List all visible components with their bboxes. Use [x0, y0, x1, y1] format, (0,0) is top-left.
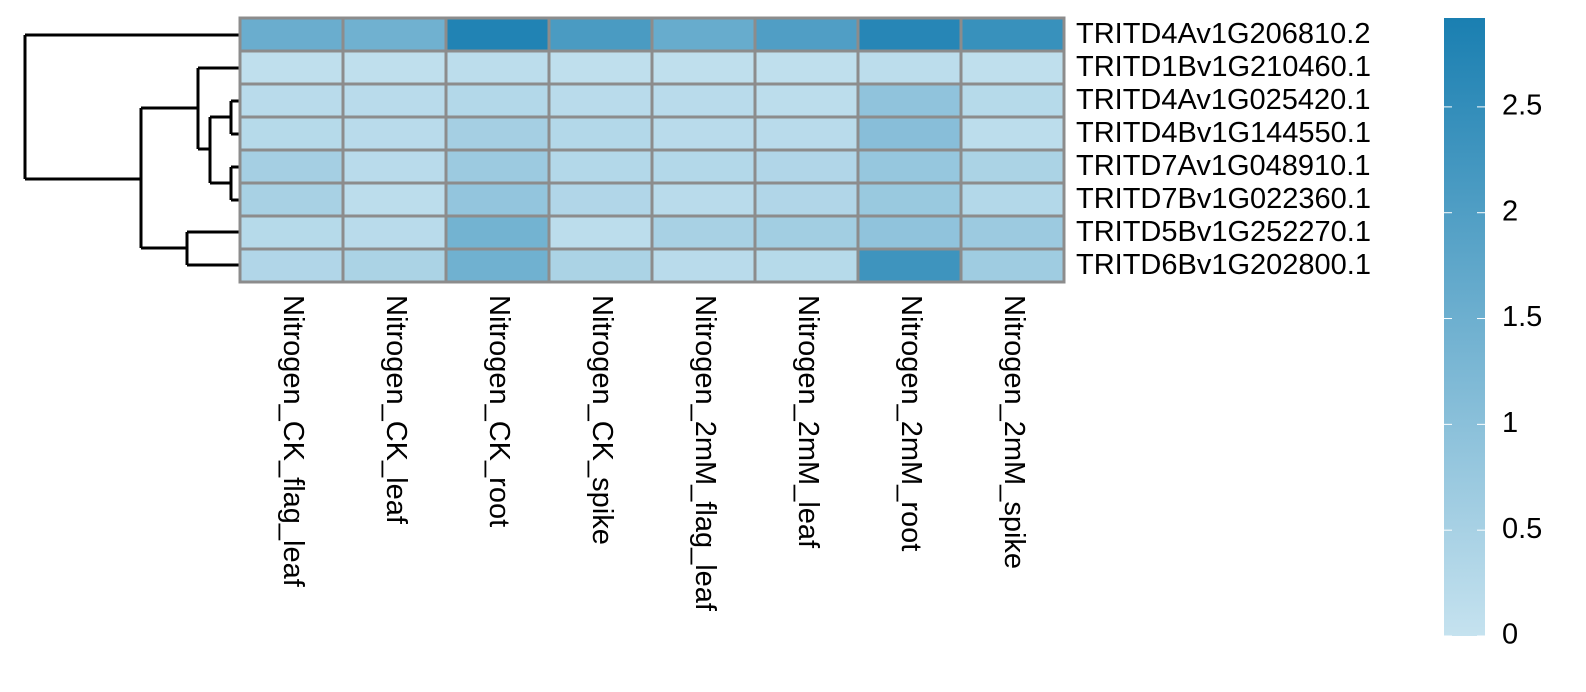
column-label: Nitrogen_CK_root — [483, 295, 515, 527]
heat-cell — [959, 82, 1066, 119]
row-label: TRITD4Bv1G144550.1 — [1076, 117, 1371, 149]
heat-cell — [959, 49, 1066, 86]
heat-cell — [959, 115, 1066, 152]
heat-cell — [547, 16, 654, 53]
heat-cell — [753, 214, 860, 251]
heat-cell — [856, 181, 963, 218]
heat-cell — [238, 247, 345, 284]
row-dendrogram — [23, 33, 240, 267]
colorbar-tick-label: 1.5 — [1502, 301, 1542, 333]
column-label: Nitrogen_CK_flag_leaf — [277, 295, 309, 588]
colorbar-tick-label: 1 — [1502, 407, 1518, 439]
heat-cell — [856, 16, 963, 53]
heat-cell — [238, 181, 345, 218]
heat-cell — [547, 82, 654, 119]
heat-cell — [753, 16, 860, 53]
heat-cell — [341, 49, 448, 86]
heat-cell — [341, 214, 448, 251]
heat-cell — [444, 16, 551, 53]
heat-cell — [959, 181, 1066, 218]
heat-cell — [341, 82, 448, 119]
heat-cell — [341, 148, 448, 185]
heat-cell — [238, 16, 345, 53]
heat-cell — [341, 16, 448, 53]
heat-cell — [650, 148, 757, 185]
column-label: Nitrogen_CK_spike — [586, 295, 618, 545]
heat-cell — [650, 181, 757, 218]
heat-cell — [753, 148, 860, 185]
heat-cell — [959, 148, 1066, 185]
heat-cell — [753, 82, 860, 119]
heat-cell — [238, 115, 345, 152]
heat-cell — [856, 82, 963, 119]
heat-cell — [444, 247, 551, 284]
heat-cell — [444, 82, 551, 119]
heat-cell — [856, 49, 963, 86]
row-label: TRITD7Bv1G022360.1 — [1076, 183, 1371, 215]
heat-cell — [341, 181, 448, 218]
heat-cell — [444, 181, 551, 218]
column-label: Nitrogen_2mM_root — [895, 295, 927, 551]
column-label: Nitrogen_2mM_spike — [998, 295, 1030, 569]
heat-cell — [856, 247, 963, 284]
heat-cell — [238, 214, 345, 251]
colorbar-tick-label: 0.5 — [1502, 513, 1542, 545]
heat-cell — [650, 82, 757, 119]
heat-cell — [547, 247, 654, 284]
row-label: TRITD6Bv1G202800.1 — [1076, 249, 1371, 281]
heat-cell — [650, 49, 757, 86]
heat-cell — [547, 49, 654, 86]
heat-cell — [959, 16, 1066, 53]
heat-cell — [238, 148, 345, 185]
heat-cell — [444, 115, 551, 152]
heat-cell — [856, 115, 963, 152]
heat-cell — [650, 214, 757, 251]
heat-cell — [547, 148, 654, 185]
heat-cell — [650, 115, 757, 152]
heat-cell — [547, 214, 654, 251]
heat-cell — [444, 214, 551, 251]
heat-cell — [547, 181, 654, 218]
heat-cell — [753, 181, 860, 218]
column-label: Nitrogen_CK_leaf — [380, 295, 412, 525]
heat-cell — [238, 82, 345, 119]
heat-cell — [341, 115, 448, 152]
colorbar-tick-label: 2 — [1502, 195, 1518, 227]
heat-cell — [444, 49, 551, 86]
colorbar-tick-label: 2.5 — [1502, 90, 1542, 122]
heat-cell — [650, 16, 757, 53]
colorbar — [1444, 18, 1485, 636]
heat-cell — [650, 247, 757, 284]
heat-cell — [238, 49, 345, 86]
heat-cell — [753, 247, 860, 284]
column-label: Nitrogen_2mM_leaf — [792, 295, 824, 549]
row-label: TRITD5Bv1G252270.1 — [1076, 216, 1371, 248]
heat-cell — [959, 214, 1066, 251]
row-label: TRITD7Av1G048910.1 — [1076, 150, 1370, 182]
heat-cell — [856, 148, 963, 185]
heat-cell — [547, 115, 654, 152]
heat-cell — [753, 49, 860, 86]
colorbar-tick-label: 0 — [1502, 619, 1518, 651]
column-label: Nitrogen_2mM_flag_leaf — [689, 295, 721, 612]
heat-cell — [856, 214, 963, 251]
row-label: TRITD1Bv1G210460.1 — [1076, 51, 1371, 83]
heat-cell — [753, 115, 860, 152]
row-label: TRITD4Av1G206810.2 — [1076, 18, 1370, 50]
heat-cell — [444, 148, 551, 185]
row-label: TRITD4Av1G025420.1 — [1076, 84, 1370, 116]
heat-cell — [341, 247, 448, 284]
heat-cell — [959, 247, 1066, 284]
